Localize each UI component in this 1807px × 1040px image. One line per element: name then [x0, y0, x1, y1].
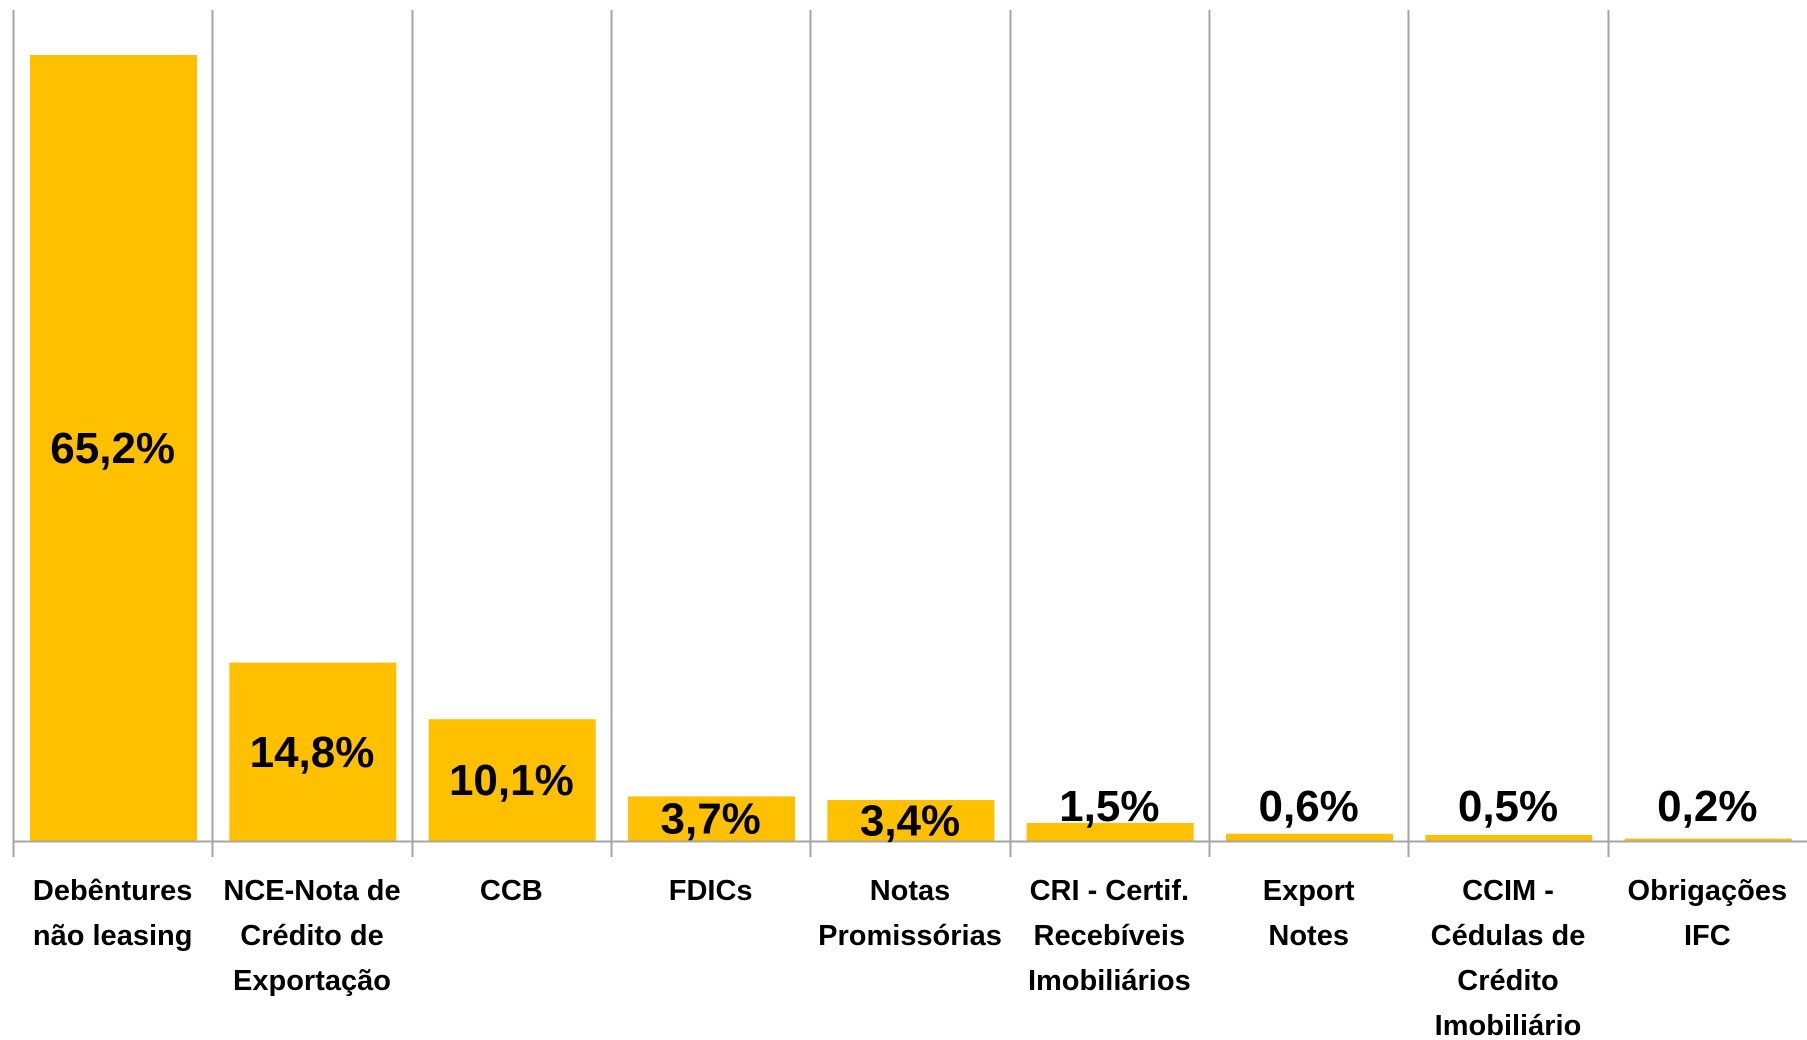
bar	[1425, 835, 1592, 841]
category-label-line: CRI - Certif.	[1030, 875, 1190, 907]
category-label-line: Promissórias	[818, 920, 1002, 952]
data-label: 10,1%	[449, 756, 574, 805]
category-label-line: Crédito	[1457, 965, 1559, 997]
category-labels: Debêntures não leasing NCE-Nota de Crédito …	[33, 875, 1787, 1040]
category-label-line: NCE-Nota de	[223, 875, 400, 907]
category-label: FDICs	[669, 875, 753, 907]
bar	[1226, 834, 1393, 841]
category-label: NCE-Nota de Crédito de Exportação	[223, 875, 400, 997]
data-label: 0,6%	[1259, 782, 1359, 831]
category-label-line: Imobiliários	[1028, 965, 1191, 997]
category-label: Notas Promissórias	[818, 875, 1002, 952]
data-label: 65,2%	[50, 424, 175, 473]
data-label: 14,8%	[250, 728, 375, 777]
category-label-line: Recebíveis	[1034, 920, 1186, 952]
category-label: CRI - Certif. Recebíveis Imobiliários	[1028, 875, 1191, 997]
category-label-line: CCB	[480, 875, 543, 907]
category-label: Obrigações IFC	[1628, 875, 1788, 952]
category-label-line: CCIM -	[1462, 875, 1554, 907]
category-label: Export Notes	[1263, 875, 1355, 952]
category-label: Debêntures não leasing	[33, 875, 193, 952]
category-label: CCIM - Cédulas de Crédito Imobiliário	[1431, 875, 1586, 1040]
grid-lines	[213, 10, 1609, 857]
category-label-line: Exportação	[233, 965, 391, 997]
category-label-line: Obrigações	[1628, 875, 1788, 907]
category-label-line: IFC	[1684, 920, 1731, 952]
bars	[30, 55, 1792, 841]
category-label-line: Cédulas de	[1431, 920, 1586, 952]
category-label-line: não leasing	[33, 920, 193, 952]
category-label-line: FDICs	[669, 875, 753, 907]
data-label: 0,5%	[1458, 782, 1558, 831]
data-label: 3,4%	[860, 797, 960, 846]
data-label: 3,7%	[661, 795, 761, 844]
category-label-line: Crédito de	[240, 920, 383, 952]
data-label: 0,2%	[1657, 782, 1757, 831]
category-label-line: Imobiliário	[1435, 1010, 1582, 1040]
category-label-line: Export	[1263, 875, 1355, 907]
category-label-line: Notas	[870, 875, 951, 907]
category-label: CCB	[480, 875, 543, 907]
category-label-line: Debêntures	[33, 875, 193, 907]
data-label: 1,5%	[1059, 782, 1159, 831]
category-label-line: Notes	[1268, 920, 1349, 952]
